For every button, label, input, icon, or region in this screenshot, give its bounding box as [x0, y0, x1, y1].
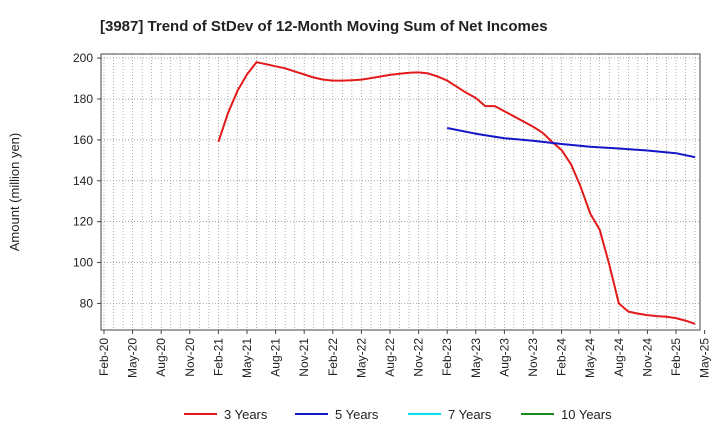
x-tick-label: Aug-20: [154, 338, 168, 377]
y-tick-label: 180: [73, 92, 93, 106]
y-tick-label: 200: [73, 51, 93, 65]
y-tick-label: 160: [73, 133, 93, 147]
legend: 3 Years 5 Years 7 Years 10 Years: [184, 407, 612, 422]
y-tick-label: 140: [73, 174, 93, 188]
y-tick-label: 100: [73, 256, 93, 270]
series-line-5-years: [447, 127, 696, 159]
series-lines: [217, 61, 696, 325]
x-tick-label: May-24: [583, 338, 597, 378]
x-tick-label: May-22: [354, 338, 368, 378]
x-tick-label: May-23: [469, 338, 483, 378]
x-tick-label: Feb-21: [211, 338, 225, 376]
x-tick-label: Aug-22: [383, 338, 397, 377]
legend-label: 10 Years: [561, 407, 612, 422]
x-tick-label: Feb-23: [440, 338, 454, 376]
x-tick-label: Aug-23: [497, 338, 511, 377]
chart-title: [3987] Trend of StDev of 12-Month Moving…: [100, 18, 548, 35]
x-tick-label: Nov-24: [640, 338, 654, 377]
x-tick-label: Nov-21: [297, 338, 311, 377]
x-tick-label: Feb-25: [669, 338, 683, 376]
x-tick-label: Feb-22: [326, 338, 340, 376]
x-axis: Feb-20 May-20 Aug-20 Nov-20 Feb-21 May-21 Aug-…: [97, 330, 712, 378]
y-axis-label: Amount (million yen): [7, 133, 22, 252]
x-tick-label: May-20: [126, 338, 140, 378]
y-tick-label: 120: [73, 215, 93, 229]
y-axis: 80 100 120 140 160 180 200: [73, 51, 101, 310]
legend-label: 7 Years: [448, 407, 492, 422]
legend-label: 5 Years: [335, 407, 379, 422]
legend-label: 3 Years: [224, 407, 268, 422]
x-tick-label: Aug-24: [612, 338, 626, 377]
x-tick-label: Nov-23: [526, 338, 540, 377]
x-tick-label: Nov-20: [183, 338, 197, 377]
plot-area: [100, 53, 701, 331]
x-tick-label: Aug-21: [269, 338, 283, 377]
x-tick-label: May-25: [698, 338, 712, 378]
x-tick-label: Feb-24: [555, 338, 569, 376]
y-tick-label: 80: [80, 296, 94, 310]
series-line-3-years: [217, 61, 696, 325]
grid: [101, 54, 700, 330]
x-tick-label: Nov-22: [412, 338, 426, 377]
x-tick-label: May-21: [240, 338, 254, 378]
x-tick-label: Feb-20: [97, 338, 111, 376]
